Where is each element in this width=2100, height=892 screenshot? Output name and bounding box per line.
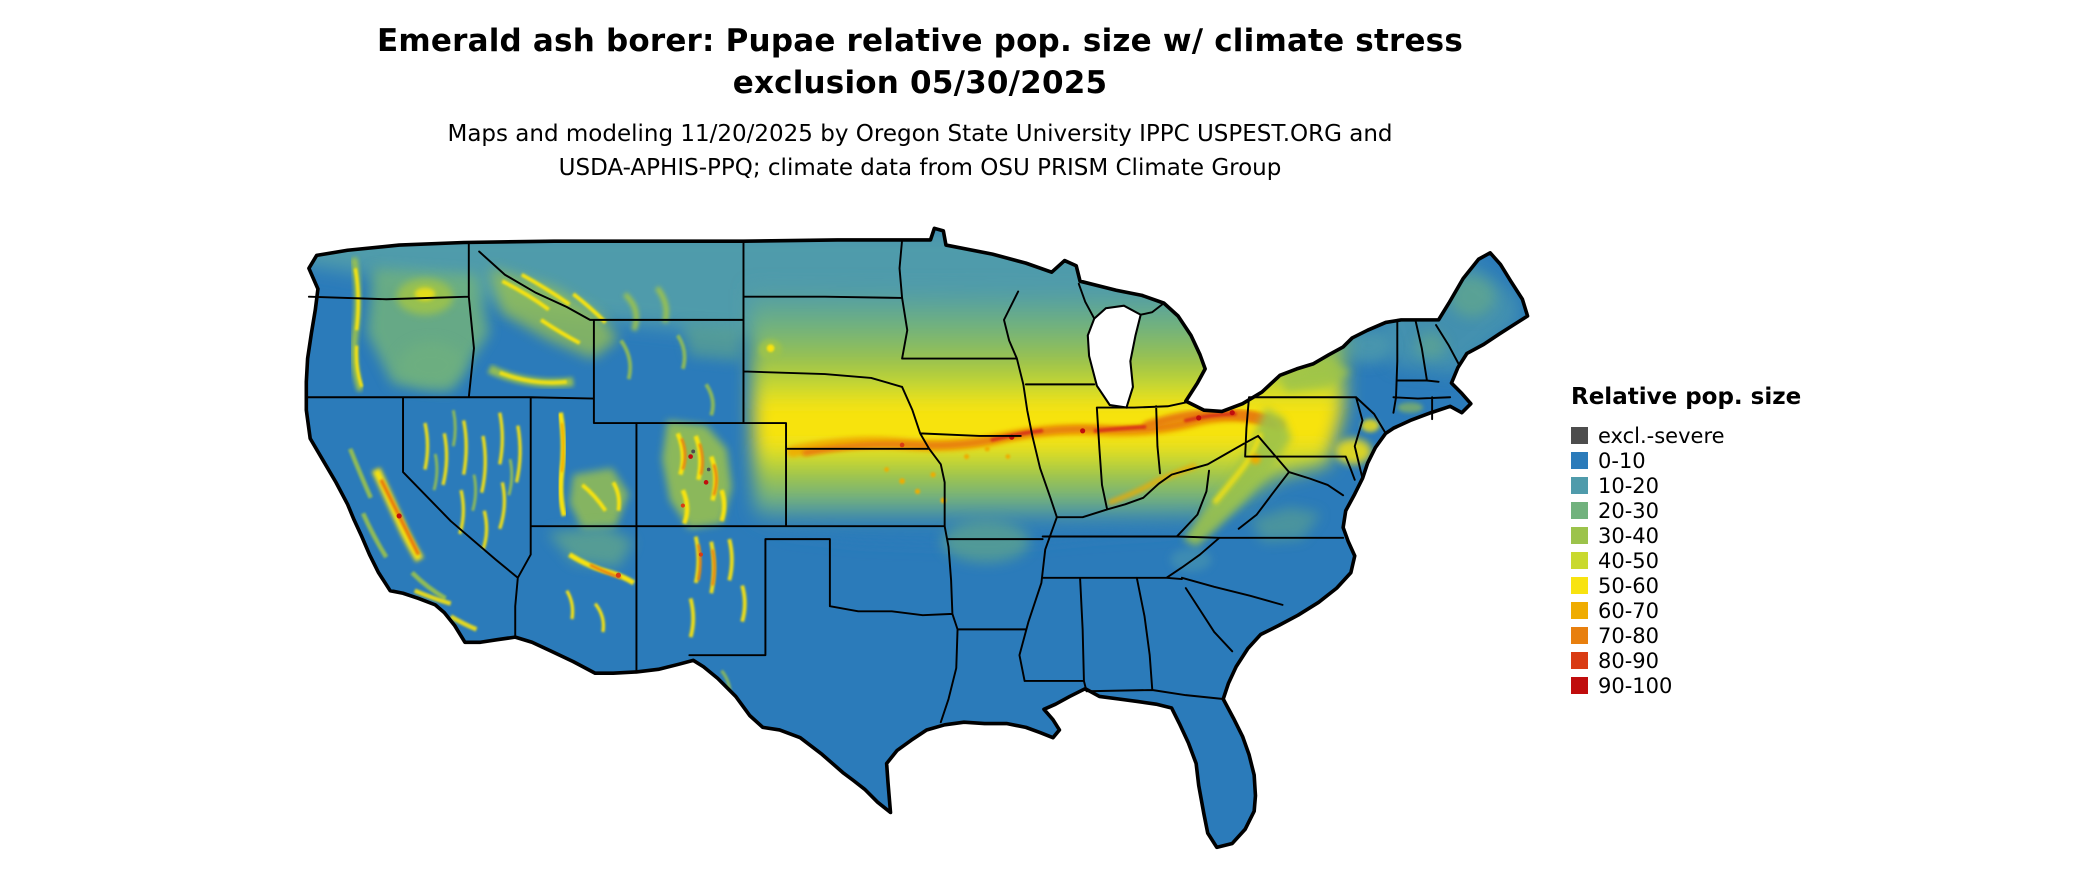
map-title-line2: exclusion 05/30/2025 <box>732 65 1108 101</box>
lake-michigan <box>1086 304 1142 409</box>
legend-item: 60-70 <box>1571 598 1801 623</box>
legend-swatch <box>1571 677 1588 694</box>
legend-item: 50-60 <box>1571 573 1801 598</box>
state-borders <box>305 238 1461 724</box>
raster-layer <box>306 228 1528 848</box>
legend-swatch <box>1571 527 1588 544</box>
legend-label: 0-10 <box>1598 448 1646 473</box>
legend-item: 80-90 <box>1571 648 1801 673</box>
map-subtitle: Maps and modeling 11/20/2025 by Oregon S… <box>0 117 1840 185</box>
legend-item: 90-100 <box>1571 673 1801 698</box>
legend-swatch <box>1571 502 1588 519</box>
legend-swatch <box>1571 427 1588 444</box>
legend-label: 80-90 <box>1598 648 1660 673</box>
legend-swatch <box>1571 577 1588 594</box>
legend-swatch <box>1571 652 1588 669</box>
legend-item: 70-80 <box>1571 623 1801 648</box>
legend-swatch <box>1571 552 1588 569</box>
legend-item: 20-30 <box>1571 498 1801 523</box>
legend-swatch <box>1571 602 1588 619</box>
legend-item: 30-40 <box>1571 523 1801 548</box>
us-map-svg <box>304 226 1530 850</box>
legend-label: 70-80 <box>1598 623 1660 648</box>
figure-header: Emerald ash borer: Pupae relative pop. s… <box>0 20 1840 185</box>
legend-swatch <box>1571 452 1588 469</box>
legend-item: 40-50 <box>1571 548 1801 573</box>
legend-label: 20-30 <box>1598 498 1660 523</box>
legend-title: Relative pop. size <box>1571 384 1802 410</box>
legend-label: 60-70 <box>1598 598 1660 623</box>
us-outline <box>304 226 1530 850</box>
legend: Relative pop. size excl.-severe 0-10 10-… <box>1571 384 1801 698</box>
us-choropleth-map <box>296 216 1534 888</box>
legend-swatch <box>1571 627 1588 644</box>
legend-item: 10-20 <box>1571 473 1801 498</box>
map-title-line1: Emerald ash borer: Pupae relative pop. s… <box>377 23 1463 59</box>
legend-label: 50-60 <box>1598 573 1660 598</box>
legend-item: excl.-severe <box>1571 423 1801 448</box>
legend-label: 10-20 <box>1598 473 1660 498</box>
legend-label: 30-40 <box>1598 523 1660 548</box>
legend-swatch <box>1571 477 1588 494</box>
legend-label: excl.-severe <box>1598 423 1725 448</box>
legend-item: 0-10 <box>1571 448 1801 473</box>
legend-label: 90-100 <box>1598 673 1673 698</box>
legend-label: 40-50 <box>1598 548 1660 573</box>
map-subtitle-line2: USDA-APHIS-PPQ; climate data from OSU PR… <box>558 155 1282 181</box>
map-subtitle-line1: Maps and modeling 11/20/2025 by Oregon S… <box>447 121 1393 147</box>
